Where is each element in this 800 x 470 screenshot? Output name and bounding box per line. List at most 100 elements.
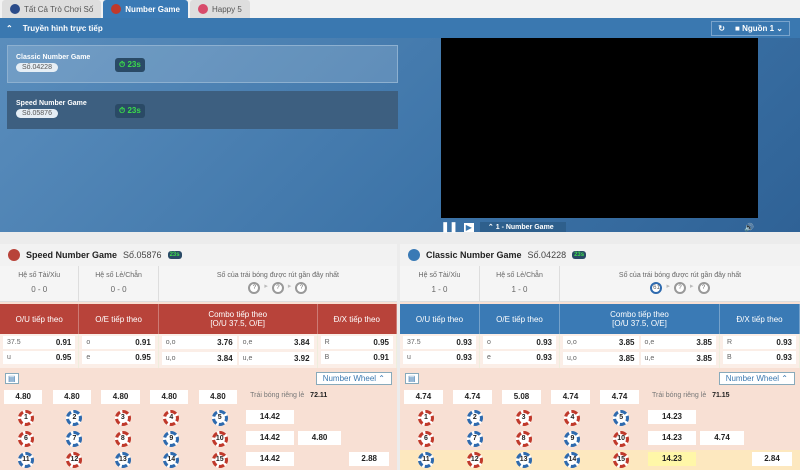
odds-header: O/U tiếp theo O/E tiếp theo Combo tiếp the… [0, 304, 397, 334]
odds-cell[interactable]: o,e 3.85 [640, 336, 716, 349]
number-wheel-dropdown[interactable]: Number Wheel ⌃ [315, 371, 392, 385]
number-ball[interactable]: 11 [418, 452, 434, 468]
calculator-icon[interactable]: ▤ [5, 372, 19, 384]
odds-cell[interactable]: 37.5 0.93 [403, 336, 476, 349]
tab-label: Happy 5 [211, 4, 242, 14]
calculator-icon[interactable]: ▤ [405, 372, 419, 384]
odds-cell[interactable]: 37.5 0.91 [3, 336, 76, 349]
column-odds[interactable]: 5.08 [502, 390, 541, 404]
odds-cell[interactable]: u,o 3.85 [563, 352, 639, 365]
countdown-timer: ⏱ 23s [115, 58, 145, 72]
column-odds[interactable]: 4.80 [4, 390, 43, 404]
row-odds[interactable]: 14.42 [246, 410, 294, 424]
number-ball[interactable]: 6 [418, 431, 434, 447]
refresh-icon[interactable]: ↻ [718, 24, 725, 33]
video-player[interactable] [441, 38, 758, 218]
live-header[interactable]: ⌃ Truyền hình trực tiếp [0, 18, 800, 38]
odds-cell[interactable]: u,e 3.85 [640, 352, 716, 365]
row-odds[interactable]: 14.23 [648, 431, 696, 445]
chevron-up-icon[interactable]: ⌃ [6, 23, 13, 33]
camera-icon[interactable]: ▶ [463, 222, 474, 232]
odds-cell[interactable]: o,o 3.85 [563, 336, 639, 349]
game-card-speed[interactable]: Speed Number Game Số.05876 ⏱ 23s [7, 91, 398, 129]
number-ball[interactable]: 14 [163, 452, 180, 468]
number-ball[interactable]: 7 [66, 431, 83, 447]
last-odds[interactable]: 2.84 [752, 452, 792, 466]
number-ball[interactable]: 13 [114, 452, 131, 468]
number-ball[interactable]: 12 [466, 452, 483, 468]
number-ball[interactable]: 12 [66, 452, 83, 468]
odds-cell[interactable]: e 0.95 [82, 351, 155, 364]
middle-odds[interactable]: 4.80 [297, 431, 342, 445]
column-odds[interactable]: 4.80 [101, 390, 140, 404]
row-odds[interactable]: 14.23 [648, 452, 696, 466]
odds-cell[interactable]: o 0.93 [483, 336, 556, 349]
number-ball[interactable]: 8 [515, 431, 532, 447]
odds-cell[interactable]: R 0.95 [320, 336, 393, 349]
number-ball[interactable]: 5 [613, 410, 630, 426]
number-ball[interactable]: 2 [466, 410, 483, 426]
number-ball[interactable]: 4 [564, 410, 581, 426]
number-ball[interactable]: 1 [18, 410, 34, 426]
number-ball[interactable]: 14 [564, 452, 581, 468]
number-ball[interactable]: 5 [211, 410, 228, 426]
over-under-stat: Hệ số Tài/Xỉu 0 - 0 [0, 266, 80, 301]
number-wheel-dropdown[interactable]: Number Wheel ⌃ [718, 371, 795, 385]
odds-cell[interactable]: R 0.93 [723, 336, 796, 349]
odds-header-cell: Combo tiếp theo [O/U 37.5, O/E] [560, 304, 720, 334]
number-ball[interactable]: 8 [114, 431, 131, 447]
tab-2[interactable]: Happy 5 [189, 0, 250, 18]
number-ball[interactable]: 3 [515, 410, 532, 426]
odds-cell[interactable]: o,e 3.84 [238, 336, 314, 349]
column-odds[interactable]: 4.80 [52, 390, 92, 404]
number-ball[interactable]: 9 [564, 431, 581, 447]
source-select[interactable]: ↻ ■ Nguồn 1 ⌄ [711, 21, 790, 36]
odds-cell[interactable]: B 0.93 [723, 351, 796, 364]
column-odds[interactable]: 4.74 [600, 390, 639, 404]
number-ball[interactable]: 13 [515, 452, 532, 468]
pause-icon[interactable]: ❚❚ [441, 221, 458, 233]
number-ball[interactable]: 10 [211, 431, 228, 447]
column-odds[interactable]: 4.74 [551, 390, 590, 404]
panel-title: Classic Number Game [426, 250, 522, 260]
odds-cell[interactable]: o,o 3.76 [161, 336, 237, 349]
row-odds[interactable]: 14.42 [246, 431, 294, 445]
column-odds[interactable]: 4.74 [404, 390, 443, 404]
odds-row: 37.5 0.91 u 0.95 o 0.91 e 0.95 o,o 3.76 o,e 3.84 u,o… [0, 334, 397, 368]
column-odds[interactable]: 4.80 [150, 390, 189, 404]
number-ball[interactable]: 10 [613, 431, 630, 447]
channel-select[interactable]: ⌃ 1 - Number Game [479, 222, 566, 232]
game-logo-icon [8, 249, 20, 261]
game-draw-number: Số.05876 [16, 109, 58, 118]
odds-header-cell: O/E tiếp theo [480, 304, 560, 334]
tab-1[interactable]: Number Game [103, 0, 188, 18]
tab-0[interactable]: Tất Cả Trò Chơi Số [2, 0, 102, 18]
panel-classic: Classic Number Game Số.04228 23s Hệ số Tài… [400, 244, 800, 470]
number-ball[interactable]: 9 [163, 431, 180, 447]
row-odds[interactable]: 14.23 [648, 410, 696, 424]
row-odds[interactable]: 14.42 [246, 452, 294, 466]
number-ball[interactable]: 15 [211, 452, 228, 468]
odds-cell[interactable]: e 0.93 [483, 351, 556, 364]
odds-cell[interactable]: B 0.91 [320, 351, 393, 364]
number-ball[interactable]: 3 [114, 410, 131, 426]
last-odds[interactable]: 2.88 [349, 452, 390, 466]
number-ball[interactable]: 2 [66, 410, 83, 426]
volume-icon[interactable]: 🔊 [744, 222, 754, 232]
column-odds[interactable]: 4.80 [198, 390, 238, 404]
odds-cell[interactable]: u,e 3.92 [238, 352, 314, 365]
recent-ball: ? [697, 282, 710, 294]
odds-cell[interactable]: o 0.91 [82, 336, 155, 349]
odds-cell[interactable]: u 0.95 [3, 351, 76, 364]
game-card-classic[interactable]: Classic Number Game Số.04228 ⏱ 23s [7, 45, 398, 83]
middle-odds[interactable]: 4.74 [700, 431, 744, 445]
number-ball[interactable]: 4 [163, 410, 180, 426]
number-ball[interactable]: 11 [18, 452, 34, 468]
number-ball[interactable]: 6 [18, 431, 34, 447]
odds-cell[interactable]: u,o 3.84 [161, 352, 237, 365]
column-odds[interactable]: 4.74 [453, 390, 492, 404]
odds-cell[interactable]: u 0.93 [403, 351, 476, 364]
number-ball[interactable]: 1 [418, 410, 434, 426]
number-ball[interactable]: 15 [613, 452, 630, 468]
number-ball[interactable]: 7 [466, 431, 483, 447]
